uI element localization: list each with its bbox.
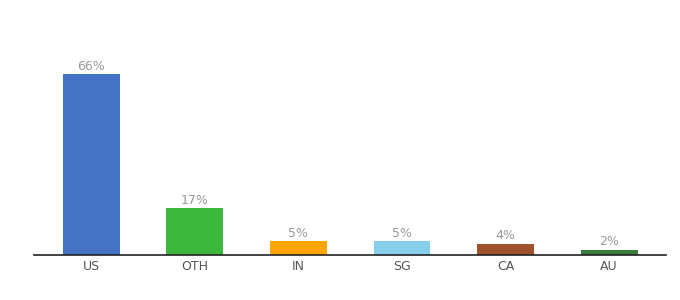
Text: 5%: 5%	[392, 227, 412, 240]
Text: 2%: 2%	[599, 235, 619, 248]
Text: 5%: 5%	[288, 227, 309, 240]
Text: 4%: 4%	[496, 230, 515, 242]
Bar	[63, 74, 120, 255]
Bar	[270, 241, 327, 255]
Bar	[581, 250, 638, 255]
Text: 17%: 17%	[181, 194, 209, 207]
Bar	[167, 208, 223, 255]
Bar	[477, 244, 534, 255]
Text: 66%: 66%	[78, 60, 105, 73]
Bar	[373, 241, 430, 255]
